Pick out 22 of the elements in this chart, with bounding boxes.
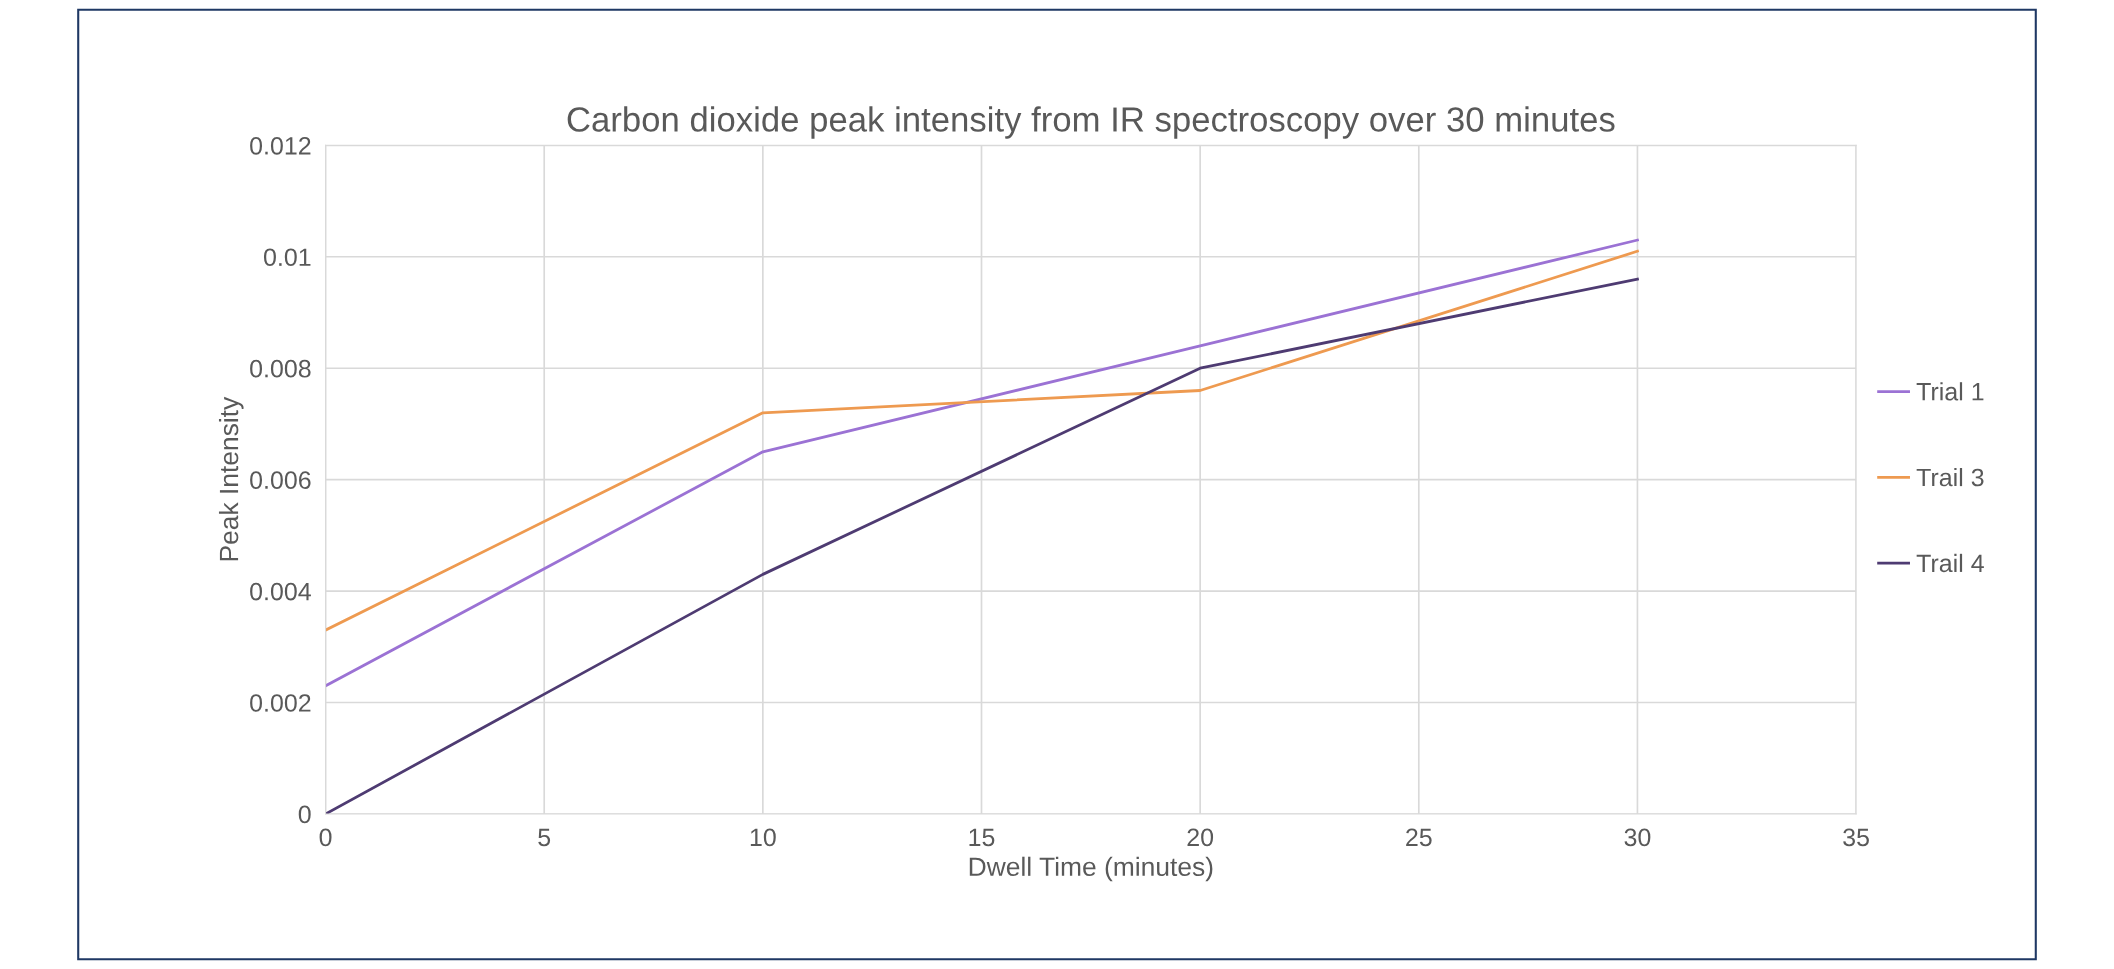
y-axis-title: Peak Intensity [218,396,244,561]
x-tick-label: 35 [1843,828,1869,847]
x-tick-label: 5 [538,828,551,847]
x-tick-label: 0 [319,828,332,847]
x-axis-title: Dwell Time (minutes) [969,856,1213,882]
y-tick-label: 0.01 [263,248,311,267]
legend-label: Trail 3 [1916,468,1984,487]
y-tick-label: 0 [298,805,311,824]
chart-title: Carbon dioxide peak intensity from IR spectroscopy over 30 minutes [567,106,1615,139]
legend-label: Trial 1 [1916,382,1984,401]
y-tick-label: 0.008 [250,359,311,378]
y-tick-label: 0.004 [250,582,311,601]
legend-label: Trail 4 [1916,553,1984,573]
y-tick-label: 0.012 [250,136,311,155]
x-tick-label: 10 [750,828,776,847]
x-tick-label: 30 [1624,828,1651,847]
x-tick-label: 25 [1406,828,1432,847]
x-tick-label: 20 [1187,828,1214,847]
y-tick-label: 0.006 [250,471,311,489]
y-tick-label: 0.002 [250,694,311,712]
x-tick-label: 15 [969,828,995,847]
line-series [325,277,1639,814]
